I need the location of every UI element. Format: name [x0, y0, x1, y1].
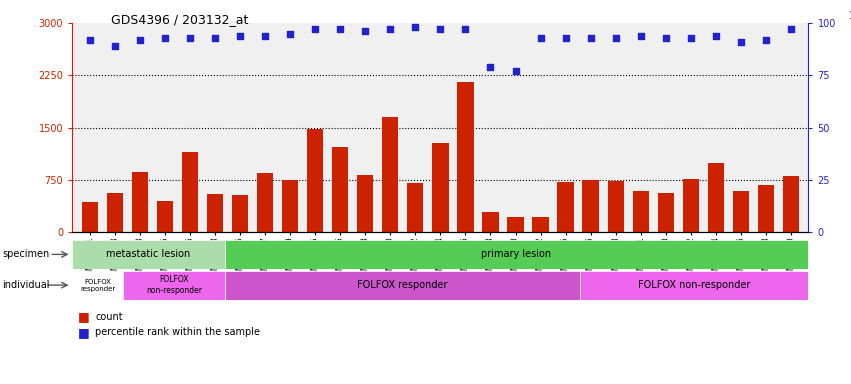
Point	[133, 37, 146, 43]
Bar	[432, 143, 448, 232]
Text: FOLFOX non-responder: FOLFOX non-responder	[638, 280, 751, 290]
Bar	[232, 195, 248, 232]
Bar	[225, 271, 580, 300]
Text: percentile rank within the sample: percentile rank within the sample	[95, 327, 260, 337]
Point	[659, 35, 672, 41]
Bar	[582, 180, 599, 232]
Bar	[106, 193, 123, 232]
Point	[784, 26, 797, 32]
Point	[83, 37, 97, 43]
Bar	[382, 117, 398, 232]
Text: 100%: 100%	[849, 11, 851, 21]
Bar	[632, 191, 648, 232]
Point	[408, 24, 422, 30]
Bar	[457, 82, 473, 232]
Text: FOLFOX responder: FOLFOX responder	[357, 280, 448, 290]
Point	[308, 26, 322, 32]
Bar	[182, 152, 198, 232]
Point	[208, 35, 222, 41]
Bar	[483, 212, 499, 232]
Bar	[608, 181, 624, 232]
Point	[433, 26, 447, 32]
Point	[559, 35, 573, 41]
Text: GDS4396 / 203132_at: GDS4396 / 203132_at	[111, 13, 248, 26]
Point	[358, 28, 372, 35]
Bar	[207, 194, 223, 232]
Bar	[708, 162, 724, 232]
Bar	[282, 180, 299, 232]
Bar	[507, 217, 523, 232]
Point	[283, 30, 297, 36]
Point	[334, 26, 347, 32]
Point	[183, 35, 197, 41]
Text: FOLFOX
non-responder: FOLFOX non-responder	[146, 275, 202, 295]
Bar	[72, 271, 123, 300]
Point	[384, 26, 397, 32]
Point	[634, 33, 648, 39]
Bar	[357, 175, 374, 232]
Bar	[783, 176, 799, 232]
Bar	[757, 185, 774, 232]
Bar	[82, 202, 98, 232]
Bar	[123, 271, 225, 300]
Point	[509, 68, 523, 74]
Bar	[257, 173, 273, 232]
Point	[759, 37, 773, 43]
Bar	[658, 192, 674, 232]
Point	[534, 35, 547, 41]
Point	[584, 35, 597, 41]
Bar	[733, 191, 749, 232]
Bar	[533, 217, 549, 232]
Bar	[157, 201, 173, 232]
Point	[459, 26, 472, 32]
Point	[233, 33, 247, 39]
Point	[483, 64, 497, 70]
Point	[108, 43, 122, 49]
Text: ■: ■	[78, 326, 90, 339]
Text: metastatic lesion: metastatic lesion	[106, 249, 191, 260]
Text: primary lesion: primary lesion	[482, 249, 551, 260]
Bar	[557, 182, 574, 232]
Text: specimen: specimen	[3, 249, 50, 260]
Point	[158, 35, 172, 41]
Text: count: count	[95, 312, 123, 322]
Point	[684, 35, 698, 41]
Bar	[225, 240, 808, 269]
Text: individual: individual	[3, 280, 50, 290]
Bar	[132, 172, 148, 232]
Point	[608, 35, 622, 41]
Bar	[580, 271, 808, 300]
Bar	[72, 240, 225, 269]
Bar	[683, 179, 699, 232]
Bar	[307, 129, 323, 232]
Text: ■: ■	[78, 310, 90, 323]
Point	[734, 39, 748, 45]
Bar	[332, 147, 348, 232]
Bar	[408, 184, 424, 232]
Point	[709, 33, 722, 39]
Text: FOLFOX
responder: FOLFOX responder	[80, 279, 116, 291]
Point	[259, 33, 272, 39]
